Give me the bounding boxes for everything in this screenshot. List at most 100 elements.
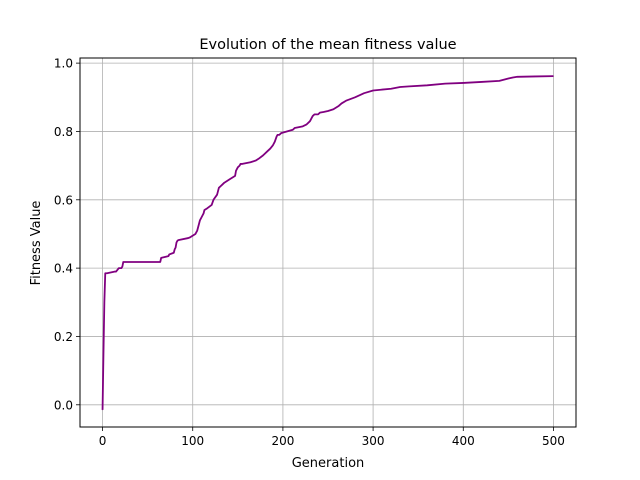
data-point (255, 160, 257, 161)
data-point (196, 230, 198, 231)
data-point (279, 134, 280, 136)
data-point (122, 266, 123, 267)
data-point (168, 254, 170, 255)
data-point (341, 103, 342, 104)
axes-frame (79, 57, 577, 428)
tick-layer: 0 100 200 300 400 500 0.0 0.2 0.4 0.6 0.8 1.0 (54, 57, 565, 448)
data-point (240, 163, 241, 165)
data-point (159, 261, 161, 263)
data-point (239, 165, 240, 166)
data-point (189, 237, 191, 238)
y-tick-label: 0.0 (54, 398, 73, 412)
data-point (277, 134, 278, 136)
data-point (198, 223, 200, 225)
data-point (317, 114, 319, 115)
y-tick-label: 1.0 (54, 57, 73, 71)
data-point (168, 255, 169, 257)
data-point (216, 194, 218, 195)
data-point (354, 96, 356, 98)
data-point (115, 271, 117, 272)
data-point (187, 237, 189, 239)
data-point (160, 257, 162, 259)
grid-layer (80, 58, 576, 427)
data-point (323, 111, 324, 113)
data-point (319, 112, 321, 113)
data-point (399, 86, 401, 88)
data-point (250, 161, 251, 163)
x-tick-label: 100 (181, 434, 204, 448)
line-layer (101, 75, 554, 411)
data-point (276, 136, 277, 137)
x-tick-label: 0 (99, 434, 107, 448)
data-point (306, 124, 307, 125)
x-tick-label: 500 (542, 434, 565, 448)
data-point (220, 185, 221, 187)
data-point (272, 144, 274, 146)
data-point (517, 76, 518, 78)
data-point (363, 92, 365, 94)
data-point (235, 170, 237, 172)
data-point (314, 114, 315, 115)
x-tick-label: 400 (452, 434, 475, 448)
data-point (234, 175, 236, 177)
data-point (426, 85, 428, 86)
data-point (106, 272, 108, 274)
data-point (177, 240, 178, 242)
data-point (203, 213, 204, 214)
y-tick-label: 0.8 (54, 125, 73, 139)
data-point (102, 409, 103, 411)
data-point (229, 178, 230, 180)
data-point (535, 76, 536, 77)
data-point (390, 88, 392, 90)
data-point (218, 187, 220, 189)
data-point (280, 132, 282, 134)
series-line (101, 75, 554, 410)
data-point (444, 83, 446, 84)
data-point (499, 80, 500, 82)
data-point (104, 272, 106, 274)
data-point (266, 151, 267, 153)
data-point (372, 90, 374, 91)
data-point (178, 239, 179, 241)
data-point (338, 105, 340, 107)
data-point (206, 208, 208, 209)
data-point (114, 271, 116, 272)
data-point (258, 158, 259, 160)
data-point (315, 114, 317, 115)
data-point (512, 77, 514, 78)
data-point (312, 115, 313, 117)
data-point (211, 204, 212, 206)
data-point (292, 129, 294, 131)
data-point (175, 247, 176, 248)
data-point (508, 78, 509, 79)
data-point (195, 233, 196, 235)
y-axis-label: Fitness Value (29, 201, 44, 286)
data-point (104, 301, 105, 303)
data-point (302, 126, 304, 127)
y-tick-label: 0.4 (54, 262, 73, 276)
data-point (237, 167, 239, 168)
data-point (553, 75, 554, 77)
data-point (103, 353, 104, 354)
data-point (481, 81, 482, 83)
data-point (274, 141, 276, 143)
data-point (408, 86, 410, 87)
data-point (333, 108, 334, 110)
data-point (173, 252, 175, 254)
y-tick-label: 0.6 (54, 193, 73, 207)
data-point (223, 182, 225, 184)
data-point (174, 249, 175, 250)
data-point (122, 261, 124, 263)
data-point (222, 184, 223, 185)
data-point (327, 110, 329, 112)
y-tick-label: 0.2 (54, 330, 73, 344)
data-point (213, 199, 214, 201)
data-point (242, 163, 243, 165)
data-point (262, 155, 264, 156)
data-point (176, 242, 177, 243)
data-point (309, 120, 311, 122)
data-point (345, 100, 347, 102)
data-point (294, 127, 295, 129)
data-point (118, 267, 120, 269)
